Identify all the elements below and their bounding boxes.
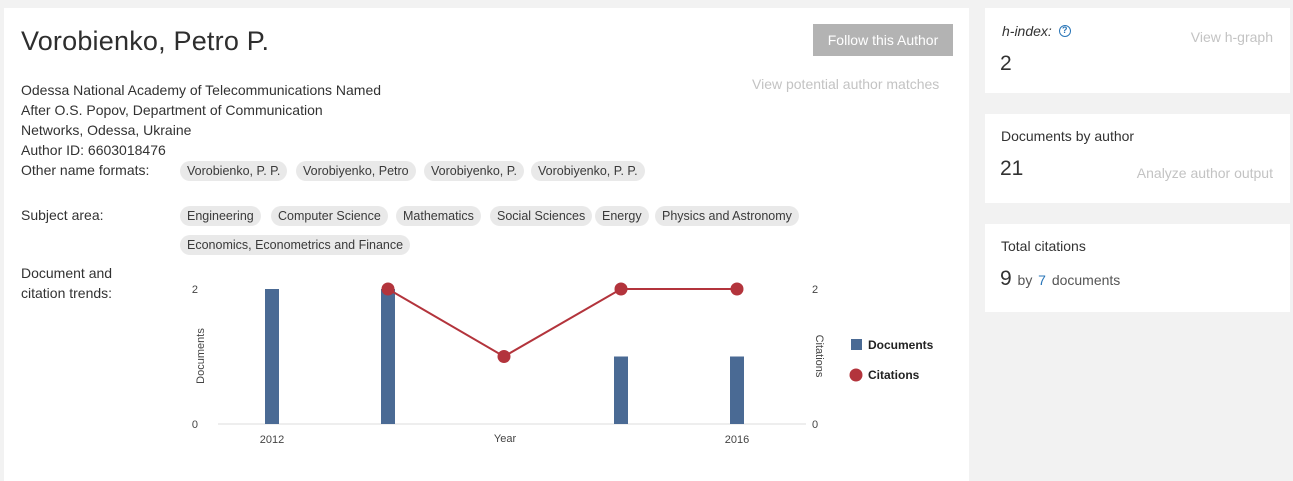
- author-id: Author ID: 6603018476: [21, 142, 166, 158]
- legend-citations-swatch: [849, 368, 863, 382]
- subject-chip: Mathematics: [396, 206, 481, 226]
- author-profile-panel: Vorobienko, Petro P. Follow this Author …: [4, 8, 969, 481]
- legend-citations-label: Citations: [868, 368, 920, 382]
- subject-chip: Energy: [595, 206, 649, 226]
- documents-bar: [381, 289, 395, 424]
- trends-label-line: citation trends:: [21, 285, 113, 301]
- x-tick-label: 2016: [725, 434, 749, 446]
- citations-point: [614, 282, 628, 296]
- documents-bar: [614, 356, 628, 424]
- subject-area-label: Subject area:: [21, 207, 104, 223]
- name-format-chip: Vorobiyenko, Petro: [296, 161, 416, 181]
- documents-card: Documents by author 21 Analyze author ou…: [985, 114, 1290, 203]
- question-circle-icon[interactable]: ?: [1058, 25, 1071, 38]
- citations-point: [497, 350, 511, 363]
- view-potential-matches-link[interactable]: View potential author matches: [752, 76, 940, 92]
- legend-documents-label: Documents: [868, 338, 934, 352]
- citations-point: [381, 282, 395, 296]
- y-left-axis-label: Documents: [195, 328, 207, 384]
- citing-documents-label: documents: [1051, 272, 1121, 288]
- subject-chip: Physics and Astronomy: [655, 206, 799, 226]
- affiliation-line: Networks, Odessa, Ukraine: [21, 122, 192, 138]
- hindex-value: 2: [1000, 52, 1012, 75]
- documents-count-link[interactable]: 21: [1000, 157, 1024, 180]
- subject-chip: Economics, Econometrics and Finance: [180, 235, 411, 255]
- affiliation: Odessa National Academy of Telecommunica…: [21, 80, 441, 160]
- analyze-output-link[interactable]: Analyze author output: [1136, 165, 1273, 181]
- documents-label: Documents by author: [1001, 128, 1135, 144]
- x-axis-label: Year: [494, 433, 517, 445]
- citations-count-link[interactable]: 9: [1000, 267, 1012, 290]
- trends-label-line: Document and: [21, 265, 113, 281]
- hindex-label: h-index:: [1002, 23, 1052, 39]
- affiliation-line: Odessa National Academy of Telecommunica…: [21, 82, 382, 98]
- y-left-tick-label: 0: [192, 419, 198, 431]
- citing-documents-count-link[interactable]: 7: [1038, 272, 1046, 288]
- citations-label: Total citations: [1001, 238, 1086, 254]
- name-format-chip: Vorobiyenko, P.: [424, 161, 524, 181]
- citations-card: Total citations 9 by 7 documents: [985, 224, 1290, 312]
- name-format-chip: Vorobienko, P. P.: [180, 161, 288, 181]
- subject-chip: Computer Science: [271, 206, 388, 226]
- affiliation-line: After O.S. Popov, Department of Communic…: [21, 102, 323, 118]
- subject-chip: Engineering: [180, 206, 261, 226]
- legend-documents-swatch: [851, 339, 862, 350]
- y-right-tick-label: 2: [812, 284, 818, 296]
- citations-by-text: by: [1017, 272, 1033, 288]
- hindex-card: h-index: ? 2 View h-graph: [985, 8, 1290, 93]
- other-names-label: Other name formats:: [21, 162, 150, 178]
- document-citation-chart: 0 2 0 2 Documents Citations Year 2012 2016 Docume…: [192, 282, 934, 446]
- citations-line: [387, 288, 737, 358]
- follow-author-button[interactable]: Follow this Author: [813, 24, 953, 56]
- citations-summary: 9 by 7 documents: [1000, 267, 1120, 291]
- hindex-label-wrap: h-index: ?: [1002, 23, 1071, 39]
- trends-label: Document and citation trends:: [21, 263, 112, 303]
- documents-bar: [730, 356, 744, 424]
- documents-bar: [265, 289, 279, 424]
- y-left-tick-label: 2: [192, 284, 198, 296]
- citations-point: [730, 282, 744, 296]
- name-format-chip: Vorobiyenko, P. P.: [531, 161, 645, 181]
- subject-chip: Social Sciences: [490, 206, 593, 226]
- view-hgraph-link[interactable]: View h-graph: [1190, 29, 1273, 45]
- author-name: Vorobienko, Petro P.: [21, 26, 270, 56]
- y-right-axis-label: Citations: [813, 335, 825, 378]
- y-right-tick-label: 0: [812, 419, 818, 431]
- x-tick-label: 2012: [260, 434, 284, 446]
